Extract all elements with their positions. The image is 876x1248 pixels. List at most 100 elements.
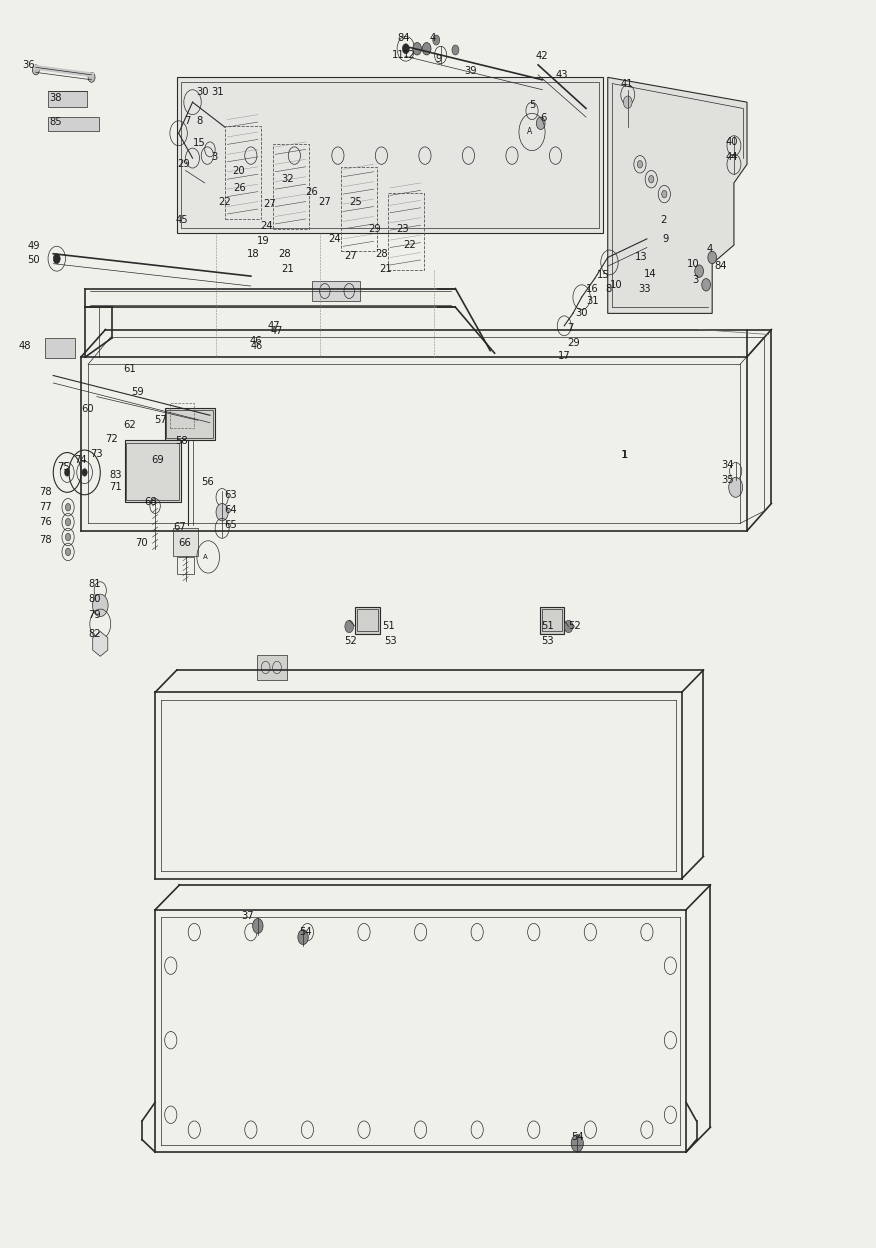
Text: 53: 53 bbox=[541, 636, 555, 646]
Text: 35: 35 bbox=[721, 475, 733, 485]
Text: 21: 21 bbox=[281, 263, 294, 273]
Text: 61: 61 bbox=[123, 364, 136, 374]
Bar bbox=[165, 408, 215, 441]
Text: A: A bbox=[203, 554, 208, 560]
Text: 12: 12 bbox=[403, 50, 416, 60]
Text: 29: 29 bbox=[369, 223, 381, 233]
Circle shape bbox=[82, 469, 88, 477]
Text: 17: 17 bbox=[558, 351, 571, 361]
Text: 41: 41 bbox=[621, 79, 633, 89]
Text: 60: 60 bbox=[81, 404, 94, 414]
Text: 80: 80 bbox=[88, 594, 101, 604]
Text: 64: 64 bbox=[224, 504, 237, 514]
Text: 74: 74 bbox=[74, 456, 87, 466]
Bar bbox=[48, 91, 88, 107]
Text: 15: 15 bbox=[193, 139, 205, 149]
Text: 6: 6 bbox=[540, 114, 547, 124]
Text: 79: 79 bbox=[88, 610, 101, 620]
Bar bbox=[48, 117, 98, 131]
Bar bbox=[177, 77, 604, 232]
Text: 3: 3 bbox=[212, 152, 218, 162]
Text: 4: 4 bbox=[429, 32, 435, 42]
Text: 22: 22 bbox=[403, 240, 416, 250]
Circle shape bbox=[413, 42, 421, 55]
Text: 1: 1 bbox=[621, 451, 628, 461]
Text: 52: 52 bbox=[344, 636, 357, 646]
Circle shape bbox=[216, 503, 229, 520]
Text: 23: 23 bbox=[396, 223, 409, 233]
Circle shape bbox=[648, 176, 653, 183]
Bar bbox=[126, 443, 180, 499]
Text: 58: 58 bbox=[175, 437, 187, 447]
Bar bbox=[173, 528, 198, 555]
Bar bbox=[387, 193, 424, 270]
Text: 29: 29 bbox=[177, 160, 189, 170]
Text: 25: 25 bbox=[350, 197, 362, 207]
Text: 3: 3 bbox=[692, 275, 698, 285]
Text: 59: 59 bbox=[131, 387, 145, 397]
Text: 26: 26 bbox=[233, 183, 246, 193]
Circle shape bbox=[564, 620, 573, 633]
Text: 2: 2 bbox=[660, 215, 667, 225]
Text: 19: 19 bbox=[257, 236, 270, 246]
Text: 76: 76 bbox=[39, 517, 52, 527]
Circle shape bbox=[422, 42, 431, 55]
Text: 85: 85 bbox=[49, 117, 61, 127]
Circle shape bbox=[88, 72, 95, 82]
Bar bbox=[356, 607, 379, 634]
Text: 77: 77 bbox=[39, 502, 52, 512]
Bar bbox=[272, 145, 309, 228]
Bar bbox=[166, 411, 214, 438]
Text: 46: 46 bbox=[251, 341, 263, 351]
Circle shape bbox=[32, 65, 39, 75]
Text: 36: 36 bbox=[22, 60, 34, 70]
Text: 69: 69 bbox=[151, 456, 164, 466]
Text: 57: 57 bbox=[154, 416, 167, 426]
Text: 83: 83 bbox=[109, 470, 122, 480]
Text: 30: 30 bbox=[576, 308, 588, 318]
Text: 37: 37 bbox=[241, 911, 254, 921]
Circle shape bbox=[53, 253, 60, 263]
Text: 1: 1 bbox=[622, 451, 628, 461]
Circle shape bbox=[536, 117, 545, 130]
Text: 31: 31 bbox=[212, 87, 224, 97]
Text: 63: 63 bbox=[224, 489, 237, 499]
Text: 67: 67 bbox=[173, 522, 186, 532]
Bar bbox=[124, 441, 181, 502]
Text: 70: 70 bbox=[135, 538, 148, 548]
Text: 20: 20 bbox=[232, 166, 245, 176]
Circle shape bbox=[624, 96, 632, 109]
Text: 8: 8 bbox=[605, 283, 611, 293]
Bar bbox=[170, 403, 194, 428]
Text: 30: 30 bbox=[196, 87, 208, 97]
Text: 48: 48 bbox=[18, 341, 31, 351]
Bar bbox=[341, 167, 377, 251]
Text: 40: 40 bbox=[725, 137, 738, 147]
Text: 29: 29 bbox=[567, 338, 580, 348]
Text: 34: 34 bbox=[721, 461, 733, 470]
Circle shape bbox=[66, 518, 71, 525]
Text: 72: 72 bbox=[105, 434, 118, 444]
Circle shape bbox=[708, 251, 717, 263]
Text: 84: 84 bbox=[397, 32, 410, 42]
Circle shape bbox=[638, 161, 643, 168]
Text: 10: 10 bbox=[611, 280, 623, 290]
Text: 68: 68 bbox=[144, 497, 157, 507]
Circle shape bbox=[65, 469, 70, 477]
Text: 66: 66 bbox=[179, 538, 191, 548]
Circle shape bbox=[93, 594, 108, 617]
Bar bbox=[312, 281, 360, 301]
Text: 15: 15 bbox=[597, 270, 610, 280]
Text: 28: 28 bbox=[375, 248, 388, 258]
Text: 46: 46 bbox=[250, 336, 263, 346]
Text: 71: 71 bbox=[109, 482, 122, 492]
Text: 7: 7 bbox=[567, 323, 573, 333]
Text: 45: 45 bbox=[175, 215, 187, 225]
Text: 62: 62 bbox=[123, 421, 136, 431]
Text: 9: 9 bbox=[435, 54, 442, 64]
Text: 28: 28 bbox=[278, 248, 291, 258]
Text: 82: 82 bbox=[88, 629, 101, 639]
Text: 24: 24 bbox=[260, 221, 273, 231]
Circle shape bbox=[702, 278, 710, 291]
Text: 16: 16 bbox=[586, 283, 598, 293]
